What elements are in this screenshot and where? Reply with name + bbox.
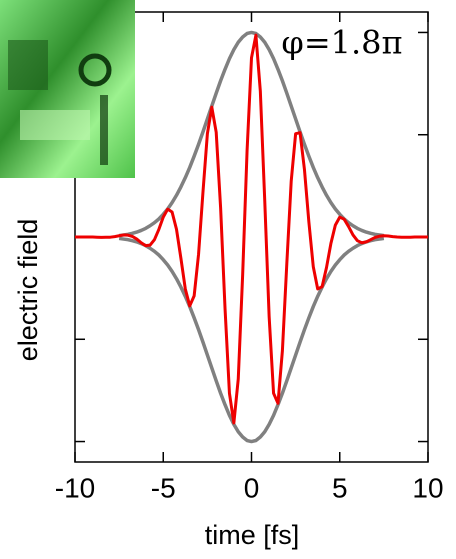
x-tick-label: -5 (151, 472, 176, 503)
x-tick-label: 5 (332, 472, 348, 503)
series-line (75, 33, 428, 425)
x-axis-label: time [fs] (205, 520, 300, 550)
x-tick-label: 0 (244, 472, 260, 503)
series-line (118, 236, 385, 444)
annotation: φ=1.8π (281, 24, 402, 62)
x-tick-label: -10 (55, 472, 95, 503)
inset-photo (0, 0, 135, 178)
x-tick-label: 10 (412, 472, 443, 503)
y-axis-label: electric field (13, 219, 43, 362)
